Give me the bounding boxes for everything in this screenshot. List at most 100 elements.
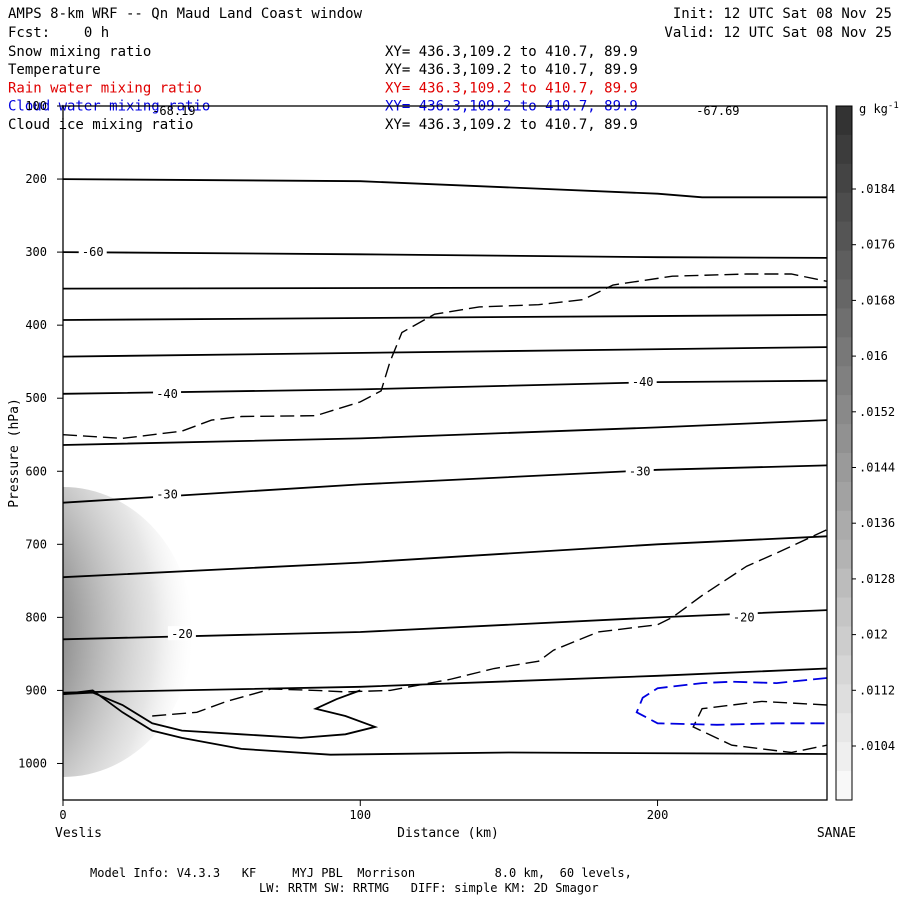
y-axis-label: Pressure (hPa) (7, 398, 22, 508)
x-tick-label: 100 (349, 808, 371, 822)
temperature-closed-contours (63, 689, 827, 756)
colorbar-cell (836, 481, 852, 512)
isotherm (63, 251, 827, 259)
valid-time: Valid: 12 UTC Sat 08 Nov 25 (664, 25, 892, 41)
contour-label: -30 (629, 464, 651, 478)
colorbar-cell (836, 453, 852, 483)
colorbar-cell (836, 308, 852, 338)
colorbar-cell (836, 424, 852, 454)
colorbar-tick-label: .0144 (859, 461, 895, 475)
colorbar-tick-label: .0184 (859, 182, 895, 196)
physics-info: LW: RRTM SW: RRTMG DIFF: simple KM: 2D S… (259, 881, 599, 895)
extreme-labels: -68.19 -67.69 (152, 104, 739, 118)
x-axis-label: Distance (km) (397, 826, 499, 841)
cloud-ice-contour (692, 700, 827, 754)
chart-title: AMPS 8-km WRF -- Qn Maud Land Coast wind… (8, 6, 363, 22)
x-tick-label: 200 (647, 808, 669, 822)
colorbar-tick-label: .016 (859, 349, 888, 363)
y-tick-label: 200 (25, 172, 47, 186)
colorbar-cell (836, 250, 852, 280)
colorbar-tick-label: .0112 (859, 683, 895, 697)
forecast-hour: Fcst: 0 h (8, 25, 109, 41)
chart-header: AMPS 8-km WRF -- Qn Maud Land Coast wind… (8, 6, 892, 133)
extreme-label: -68.19 (152, 104, 195, 118)
contour-label: -20 (171, 627, 193, 641)
colorbar-cell (836, 163, 852, 194)
cloud-water-contour (635, 677, 827, 726)
y-tick-label: 800 (25, 610, 47, 624)
colorbar-cell (836, 626, 852, 656)
field-name: Rain water mixing ratio (8, 80, 202, 96)
contour-label-bg (78, 244, 107, 259)
field-xy: XY= 436.3,109.2 to 410.7, 89.9 (385, 62, 638, 78)
field-xy: XY= 436.3,109.2 to 410.7, 89.9 (385, 44, 638, 60)
field-xy: XY= 436.3,109.2 to 410.7, 89.9 (385, 117, 638, 133)
y-tick-label: 700 (25, 537, 47, 551)
colorbar-tick-label: .0136 (859, 516, 895, 530)
y-tick-label: 400 (25, 318, 47, 332)
colorbar-cell (836, 106, 852, 136)
isotherm (63, 419, 827, 446)
colorbar-cell (836, 366, 852, 396)
colorbar-cell (836, 597, 852, 627)
y-tick-label: 1000 (18, 756, 47, 770)
isotherm (63, 535, 827, 579)
isotherm (63, 667, 827, 694)
temperature-isotherms (63, 178, 827, 694)
colorbar-cell (836, 742, 852, 772)
cloud-ice-contour (63, 273, 827, 440)
contour-label-bg (167, 626, 196, 641)
isotherm (63, 286, 827, 290)
extreme-label: -67.69 (696, 104, 739, 118)
field-name: Cloud ice mixing ratio (8, 117, 193, 133)
colorbar-cell (836, 684, 852, 714)
colorbar-cell (836, 771, 852, 801)
colorbar-tick-label: .0168 (859, 293, 895, 307)
cloud-ice-contour (152, 529, 827, 717)
isotherm (63, 464, 827, 504)
temperature-loop (63, 689, 827, 756)
colorbar-cell (836, 568, 852, 599)
colorbar-cell (836, 134, 852, 165)
contour-label: -40 (632, 375, 654, 389)
y-tick-label: 600 (25, 464, 47, 478)
isotherm (63, 314, 827, 321)
contour-label-bg (625, 463, 654, 478)
snow-mixing-ratio-shading (63, 487, 193, 777)
colorbar-unit: g kg-1 (859, 101, 899, 116)
colorbar-tick-label: .0128 (859, 572, 895, 586)
isotherm (63, 178, 827, 199)
colorbar-tick-label: .0104 (859, 739, 895, 753)
contour-label: -60 (82, 245, 104, 259)
field-name: Snow mixing ratio (8, 44, 151, 60)
colorbar-cell (836, 192, 852, 223)
contour-labels: -60 -40 -40 -30 -30 -20 -20 (78, 244, 758, 641)
model-info-footer: Model Info: V4.3.3 KF MYJ PBL Morrison 8… (90, 866, 632, 895)
cloud-ice-contours (63, 273, 827, 754)
y-axis-ticks: 100 200 300 400 500 600 700 800 900 1000 (18, 99, 63, 770)
isotherm (63, 379, 827, 395)
temperature-loop (63, 689, 379, 739)
colorbar-frame (835, 105, 853, 801)
colorbar-cell (836, 655, 852, 685)
x-start-location: Veslis (55, 826, 102, 841)
field-legend: Snow mixing ratio XY= 436.3,109.2 to 410.… (8, 44, 638, 133)
y-tick-label: 900 (25, 683, 47, 697)
colorbar-cell (836, 539, 852, 570)
colorbar-cell (836, 510, 852, 541)
init-time: Init: 12 UTC Sat 08 Nov 25 (673, 6, 892, 22)
plot-frame (62, 105, 828, 801)
colorbar-cell (836, 337, 852, 367)
contour-label: -40 (156, 387, 178, 401)
colorbar-cell (836, 279, 852, 309)
contour-label: -20 (733, 610, 755, 624)
y-tick-label: 300 (25, 245, 47, 259)
field-xy: XY= 436.3,109.2 to 410.7, 89.9 (385, 80, 638, 96)
contour-label-bg (153, 385, 182, 400)
colorbar-tick-label: .012 (859, 628, 888, 642)
model-info: Model Info: V4.3.3 KF MYJ PBL Morrison 8… (90, 866, 632, 880)
isotherm (63, 346, 827, 358)
x-end-location: SANAE (817, 826, 856, 841)
y-tick-label: 100 (25, 99, 47, 113)
x-tick-label: 0 (59, 808, 66, 822)
